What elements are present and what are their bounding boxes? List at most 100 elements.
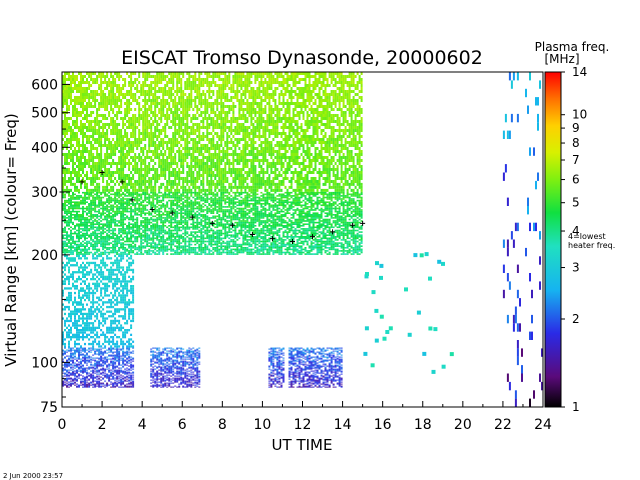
data-cell-4573 bbox=[78, 228, 80, 230]
data-cell-2016 bbox=[202, 156, 205, 159]
data-cell-3353 bbox=[294, 168, 297, 171]
data-cell-275 bbox=[80, 123, 82, 126]
data-cell-2252 bbox=[218, 135, 221, 138]
data-cell-4635 bbox=[82, 214, 84, 216]
data-cell-4546 bbox=[76, 217, 78, 219]
data-cell-3105 bbox=[276, 174, 279, 177]
data-cell-3092 bbox=[274, 105, 277, 108]
data-cell-2757 bbox=[252, 132, 255, 135]
data-cell-2216 bbox=[216, 147, 219, 150]
data-cell-971 bbox=[130, 162, 133, 165]
data-cell-2237 bbox=[218, 182, 221, 186]
data-cell-4174 bbox=[350, 126, 353, 129]
data-cell-1245 bbox=[148, 90, 151, 93]
data-cell-796 bbox=[116, 84, 119, 87]
data-cell-847 bbox=[120, 129, 123, 132]
data-cell-4771 bbox=[92, 240, 95, 243]
data-cell-1433 bbox=[162, 141, 165, 144]
data-cell-1007 bbox=[132, 135, 135, 138]
data-cell-883 bbox=[122, 78, 125, 81]
data-cell-1992 bbox=[200, 126, 203, 129]
data-cell-1352 bbox=[156, 126, 159, 129]
data-cell-2421 bbox=[230, 171, 233, 174]
data-cell-790 bbox=[116, 105, 119, 108]
data-cell-2304 bbox=[222, 182, 225, 186]
data-cell-1507 bbox=[168, 177, 171, 180]
data-cell-1341 bbox=[156, 174, 159, 177]
data-cell-2833 bbox=[258, 177, 261, 180]
data-cell-2950 bbox=[264, 81, 267, 84]
data-cell-1798 bbox=[186, 96, 189, 99]
data-cell-4125 bbox=[346, 84, 349, 87]
data-cell-239 bbox=[78, 165, 80, 168]
data-cell-3695 bbox=[316, 78, 319, 81]
data-cell-4509 bbox=[74, 243, 76, 246]
data-cell-399 bbox=[88, 84, 91, 87]
data-cell-2409 bbox=[228, 108, 231, 111]
data-cell-215 bbox=[76, 138, 78, 141]
data-cell-3525 bbox=[306, 174, 309, 177]
data-cell-4875 bbox=[98, 204, 101, 207]
data-cell-396 bbox=[88, 96, 91, 99]
data-cell-1234 bbox=[148, 135, 151, 138]
data-cell-4659 bbox=[84, 229, 86, 232]
data-cell-186 bbox=[74, 132, 76, 135]
data-cell-1246 bbox=[148, 87, 151, 90]
data-cell-1203 bbox=[146, 132, 149, 135]
data-cell-2381 bbox=[226, 126, 229, 129]
data-cell-3318 bbox=[290, 78, 293, 81]
data-cell-4599 bbox=[80, 237, 82, 240]
data-cell-1079 bbox=[138, 168, 141, 171]
data-cell-2671 bbox=[246, 102, 249, 105]
data-cell-3027 bbox=[270, 141, 273, 144]
data-cell-4246 bbox=[354, 75, 357, 78]
data-cell-3398 bbox=[296, 120, 299, 123]
data-cell-240 bbox=[78, 162, 80, 165]
data-cell-858 bbox=[122, 182, 125, 186]
data-cell-865 bbox=[122, 162, 125, 165]
data-cell-2094 bbox=[208, 180, 211, 183]
data-cell-4243 bbox=[354, 93, 357, 96]
data-cell-2544 bbox=[238, 114, 241, 117]
data-cell-4589 bbox=[78, 196, 80, 199]
data-cell-4969 bbox=[106, 251, 109, 254]
data-cell-453 bbox=[92, 111, 95, 114]
data-cell-2429 bbox=[230, 129, 233, 132]
data-cell-3826 bbox=[326, 138, 329, 141]
data-cell-1348 bbox=[156, 144, 159, 147]
data-cell-365 bbox=[86, 114, 88, 117]
data-cell-330 bbox=[84, 150, 86, 153]
data-cell-2062 bbox=[206, 174, 209, 177]
data-cell-561 bbox=[100, 132, 103, 135]
data-cell-441 bbox=[92, 162, 95, 165]
data-cell-332 bbox=[84, 144, 86, 147]
data-cell-4981 bbox=[106, 226, 109, 229]
data-cell-1926 bbox=[196, 159, 199, 162]
data-cell-2274 bbox=[220, 168, 223, 171]
data-cell-1548 bbox=[170, 126, 173, 129]
data-cell-3393 bbox=[296, 135, 299, 138]
data-cell-2921 bbox=[262, 75, 265, 78]
data-cell-1736 bbox=[182, 102, 185, 105]
data-cell-1687 bbox=[180, 162, 183, 165]
data-cell-1593 bbox=[174, 182, 177, 186]
data-cell-201 bbox=[74, 75, 76, 78]
data-cell-3442 bbox=[300, 174, 303, 177]
data-cell-2288 bbox=[220, 117, 223, 120]
data-cell-4135 bbox=[348, 156, 351, 159]
data-cell-2986 bbox=[268, 174, 271, 177]
data-cell-372 bbox=[86, 90, 88, 93]
data-cell-408 bbox=[90, 168, 93, 171]
data-cell-4889 bbox=[100, 239, 103, 241]
data-cell-3248 bbox=[286, 144, 289, 147]
data-cell-4653 bbox=[84, 242, 86, 244]
data-cell-3728 bbox=[320, 162, 323, 165]
data-cell-3494 bbox=[304, 182, 307, 186]
data-cell-3851 bbox=[328, 159, 331, 162]
data-cell-2189 bbox=[214, 153, 217, 156]
data-cell-503 bbox=[96, 138, 99, 141]
data-cell-4378 bbox=[64, 217, 66, 219]
data-cell-100 bbox=[68, 153, 70, 156]
data-cell-4725 bbox=[88, 210, 91, 213]
data-cell-4168 bbox=[350, 150, 353, 153]
